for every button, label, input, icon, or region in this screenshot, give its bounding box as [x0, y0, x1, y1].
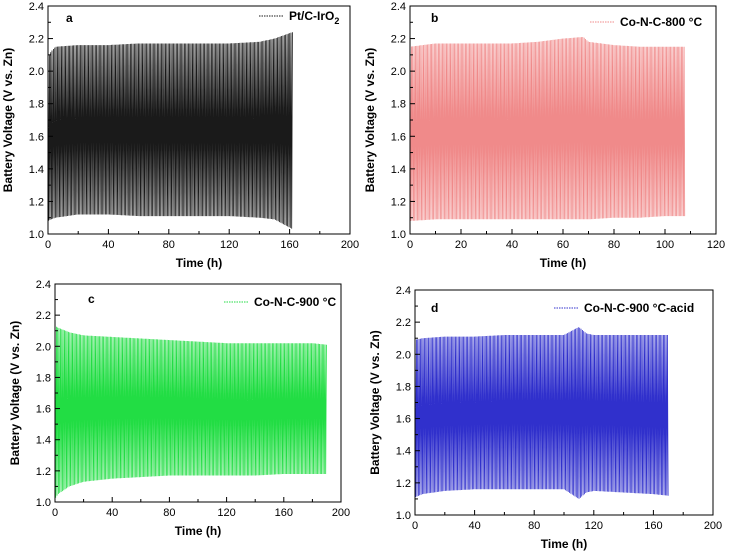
panel-b-chart: 0 20 40 60 80 100 120 1.0 1.2 1.4 1.6 1.8 2.0 2.2 2.4 T…	[363, 1, 725, 270]
panel-b-ytick-label: 1.2	[391, 196, 406, 208]
panel-a-ytick-label: 2.2	[29, 34, 44, 46]
panel-d-xtick-label: 0	[412, 520, 418, 532]
panel-c-ytick-label: 2.2	[36, 310, 51, 322]
panel-c-xtick-label: 0	[52, 507, 58, 519]
panel-d-ytick-label: 1.6	[396, 414, 411, 426]
panel-b-ytick-label: 2.4	[391, 1, 406, 13]
panel-c-ytick-label: 1.6	[36, 404, 51, 416]
panel-c-x-axis-label: Time (h)	[175, 524, 221, 538]
panel-d-xtick-label: 40	[468, 520, 480, 532]
panel-a-xtick-label: 40	[102, 239, 114, 251]
panel-b-ytick-label: 1.0	[391, 229, 406, 241]
panel-b-voltage-trace	[409, 36, 686, 221]
panel-d-ytick-label: 2.0	[396, 349, 411, 361]
panel-c-legend-label: Co-N-C-900 °C	[254, 295, 336, 309]
panel-c-voltage-trace	[54, 325, 327, 498]
panel-d-ytick-label: 2.2	[396, 317, 411, 329]
panel-c-xtick-label: 40	[106, 507, 118, 519]
panel-c-xtick-label: 200	[332, 507, 350, 519]
panel-b-xtick-label: 100	[656, 239, 674, 251]
panel-a-panel-letter: a	[66, 11, 73, 25]
panel-d-x-axis-label: Time (h)	[541, 537, 587, 551]
panel-a-ytick-label: 1.4	[29, 164, 44, 176]
panel-d-xtick-label: 120	[585, 520, 603, 532]
panel-c-ytick-label: 1.0	[36, 497, 51, 509]
panel-b-legend-label: Co-N-C-800 °C	[620, 15, 702, 29]
panel-b-ytick-label: 2.0	[391, 66, 406, 78]
panel-c-xtick-label: 120	[217, 507, 235, 519]
panel-d-ytick-label: 1.2	[396, 478, 411, 490]
panel-c-chart: 0 40 80 120 160 200 1.0 1.2 1.4 1.6 1.8 2.0 2.2 2.4 Ti…	[8, 279, 350, 538]
panel-c-panel-letter: c	[88, 292, 95, 306]
panel-a-ytick-label: 1.6	[29, 131, 44, 143]
panel-a-xtick-label: 200	[341, 239, 359, 251]
panel-a-legend-label: Pt/C-IrO2	[289, 9, 339, 26]
panel-a-ytick-label: 2.0	[29, 66, 44, 78]
panel-c-y-axis-label: Battery Voltage (V vs. Zn)	[8, 321, 22, 465]
panel-a-voltage-trace	[47, 32, 293, 229]
panel-c-ytick-label: 1.4	[36, 435, 51, 447]
panel-b-xtick-label: 120	[707, 239, 725, 251]
panel-b-xtick-label: 20	[455, 239, 467, 251]
panel-d-xtick-label: 80	[528, 520, 540, 532]
panel-a-xtick-label: 0	[45, 239, 51, 251]
panel-d-ytick-label: 1.0	[396, 510, 411, 522]
panel-c-ytick-label: 1.2	[36, 466, 51, 478]
panel-d-y-axis-label: Battery Voltage (V vs. Zn)	[368, 330, 382, 474]
panel-c-ytick-label: 2.4	[36, 279, 51, 291]
panel-a-legend-subscript: 2	[334, 16, 339, 26]
panel-b-xtick-label: 0	[407, 239, 413, 251]
panel-a-ytick-label: 1.0	[29, 229, 44, 241]
panel-b-y-axis-label: Battery Voltage (V vs. Zn)	[363, 48, 377, 192]
panel-d-xtick-label: 200	[704, 520, 722, 532]
panel-a-xtick-label: 120	[220, 239, 238, 251]
panel-a-xtick-label: 80	[163, 239, 175, 251]
panel-a-x-axis-label: Time (h)	[176, 256, 222, 270]
panel-b-panel-letter: b	[431, 11, 438, 25]
panel-d-xtick-label: 160	[644, 520, 662, 532]
panel-d-legend-label: Co-N-C-900 °C-acid	[584, 301, 694, 315]
panel-b-xtick-label: 80	[608, 239, 620, 251]
panel-a-ytick-label: 1.2	[29, 196, 44, 208]
panel-d-voltage-trace	[414, 327, 669, 499]
panel-c-xtick-label: 160	[275, 507, 293, 519]
panel-a-xtick-label: 160	[280, 239, 298, 251]
panel-b-ytick-label: 1.6	[391, 131, 406, 143]
panel-d-ytick-label: 1.8	[396, 381, 411, 393]
panel-a-ytick-label: 2.4	[29, 1, 44, 13]
panel-c-ytick-label: 2.0	[36, 341, 51, 353]
panel-d-ytick-label: 1.4	[396, 446, 411, 458]
panel-a-ytick-label: 1.8	[29, 99, 44, 111]
panel-b-ytick-label: 1.8	[391, 99, 406, 111]
panel-c-xtick-label: 80	[163, 507, 175, 519]
panel-b-x-axis-label: Time (h)	[540, 256, 586, 270]
panel-d-ytick-label: 2.4	[396, 285, 411, 297]
panel-d-panel-letter: d	[431, 301, 438, 315]
panel-b-xtick-label: 60	[557, 239, 569, 251]
panel-a-y-axis-label: Battery Voltage (V vs. Zn)	[1, 48, 15, 192]
panel-a-chart: 0 40 80 120 160 200 1.0 1.2 1.4 1.6 1.8 2.0 2.2 2.4 Ti…	[1, 1, 359, 270]
panel-d-chart: 0 40 80 120 160 200 1.0 1.2 1.4 1.6 1.8 2.0 2.2 2.4 Ti…	[368, 285, 722, 551]
panel-b-ytick-label: 2.2	[391, 34, 406, 46]
panel-b-ytick-label: 1.4	[391, 164, 406, 176]
panel-c-ytick-label: 1.8	[36, 372, 51, 384]
panel-b-xtick-label: 40	[506, 239, 518, 251]
